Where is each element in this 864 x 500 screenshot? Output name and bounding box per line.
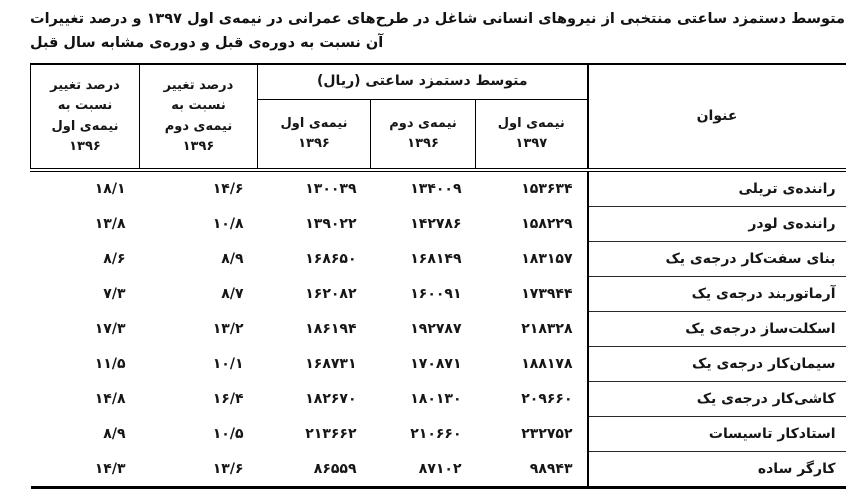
wage-h2-1396: ۱۳۴۰۰۹ bbox=[410, 181, 462, 198]
header-row-sub: نیمه‌ی اول ۱۳۹۷ نیمه‌ی دوم ۱۳۹۶ نیمه‌ی ا… bbox=[31, 99, 846, 172]
row-title: راننده‌ی لودر bbox=[586, 206, 846, 242]
table-row: اسکلت‌ساز درجه‌ی یک ۲۱۸۳۲۸ ۱۹۲۷۸۷ ۱۸۶۱۹۴… bbox=[31, 311, 846, 347]
header-row-group: عنوان متوسط دستمزد ساعتی (ریال) درصد تغی… bbox=[30, 63, 846, 172]
pct-vs-h2-1396: ۱۳/۶ bbox=[139, 451, 258, 489]
wage-h1-1396: ۱۶۸۶۵۰ bbox=[305, 251, 357, 267]
header-wage-group: متوسط دستمزد ساعتی (ریال) bbox=[256, 63, 588, 100]
pct-vs-h2-1396: ۱۳/۲ bbox=[212, 321, 244, 337]
table-body: راننده‌ی تریلی ۱۵۳۶۳۴ ۱۳۴۰۰۹ ۱۳۰۰۳۹ ۱۴/۶… bbox=[30, 170, 846, 489]
pct-vs-h2-1396: ۸/۹ bbox=[221, 251, 244, 267]
wage-h1-1397: ۱۵۸۲۲۹ bbox=[521, 216, 573, 232]
wage-h1-1397: ۹۸۹۴۳ bbox=[475, 451, 588, 489]
table-row: سیمان‌کار درجه‌ی یک ۱۸۸۱۷۸ ۱۷۰۸۷۱ ۱۶۸۷۳۱… bbox=[31, 346, 846, 382]
pct-vs-h1-1396: ۱۸/۱ bbox=[94, 181, 126, 198]
header-title-col: عنوان bbox=[586, 63, 846, 172]
header-h2-1396: نیمه‌ی دوم ۱۳۹۶ bbox=[370, 99, 477, 172]
table-row: کارگر ساده ۹۸۹۴۳ ۸۷۱۰۲ ۸۶۵۵۹ ۱۳/۶ ۱۴/۳ bbox=[30, 451, 846, 489]
wage-h1-1396: ۱۳۰۰۳۹ bbox=[305, 181, 357, 198]
pct-vs-h1-1396: ۱۴/۸ bbox=[94, 391, 126, 407]
pct-vs-h1-1396: ۸/۶ bbox=[103, 251, 126, 267]
wage-h2-1396: ۱۶۰۰۹۱ bbox=[410, 286, 462, 302]
pct-vs-h1-1396: ۱۴/۳ bbox=[30, 451, 140, 489]
row-title: آرماتوربند درجه‌ی یک bbox=[586, 276, 846, 312]
pct-vs-h1-1396: ۱۳/۸ bbox=[94, 216, 126, 232]
header-pct-vs-h2-1396: درصد تغییر نسبت به نیمه‌ی دوم ۱۳۹۶ bbox=[139, 63, 258, 172]
pct-vs-h1-1396: ۷/۳ bbox=[103, 286, 126, 302]
wage-h1-1397: ۱۸۳۱۵۷ bbox=[521, 251, 573, 267]
row-title: بنای سفت‌کار درجه‌ی یک bbox=[586, 241, 846, 277]
wage-h1-1397: ۲۱۸۳۲۸ bbox=[521, 321, 573, 337]
header-h1-1396: نیمه‌ی اول ۱۳۹۶ bbox=[256, 99, 372, 172]
wage-h1-1396: ۱۶۲۰۸۲ bbox=[305, 286, 357, 302]
pct-vs-h2-1396: ۸/۷ bbox=[221, 286, 244, 302]
wage-h2-1396: ۱۸۰۱۳۰ bbox=[410, 391, 462, 407]
table-row: آرماتوربند درجه‌ی یک ۱۷۳۹۴۴ ۱۶۰۰۹۱ ۱۶۲۰۸… bbox=[31, 276, 846, 312]
wages-table: عنوان متوسط دستمزد ساعتی (ریال) درصد تغی… bbox=[30, 63, 846, 489]
row-title: استادکار تاسیسات bbox=[586, 416, 846, 452]
row-title: کاشی‌کار درجه‌ی یک bbox=[586, 381, 846, 417]
header-pct-vs-h1-1396: درصد تغییر نسبت به نیمه‌ی اول ۱۳۹۶ bbox=[30, 63, 140, 172]
table-row: راننده‌ی تریلی ۱۵۳۶۳۴ ۱۳۴۰۰۹ ۱۳۰۰۳۹ ۱۴/۶… bbox=[31, 170, 846, 207]
row-title: راننده‌ی تریلی bbox=[586, 170, 846, 207]
wage-h1-1397: ۲۰۹۶۶۰ bbox=[521, 391, 573, 407]
document-title: متوسط دستمزد ساعتی منتخبی از نیروهای انس… bbox=[30, 11, 845, 51]
table-row: کاشی‌کار درجه‌ی یک ۲۰۹۶۶۰ ۱۸۰۱۳۰ ۱۸۲۶۷۰ … bbox=[31, 381, 846, 417]
wage-h2-1396: ۱۴۲۷۸۶ bbox=[410, 216, 462, 232]
wage-h2-1396: ۸۷۱۰۲ bbox=[370, 451, 476, 489]
table-row: استادکار تاسیسات ۲۳۲۷۵۲ ۲۱۰۶۶۰ ۲۱۳۶۶۲ ۱۰… bbox=[31, 416, 846, 452]
wage-h1-1396: ۱۸۶۱۹۴ bbox=[305, 321, 357, 337]
wage-h1-1396: ۱۶۸۷۳۱ bbox=[305, 356, 357, 372]
wage-h1-1396: ۱۳۹۰۲۲ bbox=[305, 216, 357, 232]
row-title: کارگر ساده bbox=[586, 451, 846, 489]
pct-vs-h1-1396: ۱۱/۵ bbox=[94, 356, 126, 372]
wage-h1-1397: ۱۸۸۱۷۸ bbox=[521, 356, 573, 372]
wage-h1-1396: ۲۱۳۶۶۲ bbox=[305, 426, 357, 442]
wage-h1-1396: ۸۶۵۵۹ bbox=[257, 451, 371, 489]
wage-h1-1397: ۱۵۳۶۳۴ bbox=[521, 181, 573, 198]
wage-h2-1396: ۲۱۰۶۶۰ bbox=[410, 426, 462, 442]
pct-vs-h2-1396: ۱۴/۶ bbox=[212, 181, 244, 198]
table-row: راننده‌ی لودر ۱۵۸۲۲۹ ۱۴۲۷۸۶ ۱۳۹۰۲۲ ۱۰/۸ … bbox=[31, 206, 846, 242]
table-row: بنای سفت‌کار درجه‌ی یک ۱۸۳۱۵۷ ۱۶۸۱۴۹ ۱۶۸… bbox=[31, 241, 846, 277]
header-h1-1397: نیمه‌ی اول ۱۳۹۷ bbox=[475, 99, 589, 172]
wage-h2-1396: ۱۷۰۸۷۱ bbox=[410, 356, 462, 372]
pct-vs-h1-1396: ۸/۹ bbox=[103, 426, 126, 442]
pct-vs-h2-1396: ۱۰/۱ bbox=[212, 356, 244, 372]
table-header: عنوان متوسط دستمزد ساعتی (ریال) درصد تغی… bbox=[30, 63, 846, 172]
pct-vs-h1-1396: ۱۷/۳ bbox=[94, 321, 126, 337]
wage-h2-1396: ۱۹۲۷۸۷ bbox=[410, 321, 462, 337]
wage-h1-1397: ۱۷۳۹۴۴ bbox=[521, 286, 573, 302]
row-title: سیمان‌کار درجه‌ی یک bbox=[586, 346, 846, 382]
wage-h1-1396: ۱۸۲۶۷۰ bbox=[305, 391, 357, 407]
pct-vs-h2-1396: ۱۰/۸ bbox=[212, 216, 244, 232]
wage-h2-1396: ۱۶۸۱۴۹ bbox=[410, 251, 462, 267]
pct-vs-h2-1396: ۱۰/۵ bbox=[212, 426, 244, 442]
wage-h1-1397: ۲۳۲۷۵۲ bbox=[521, 426, 573, 442]
pct-vs-h2-1396: ۱۶/۴ bbox=[212, 391, 244, 407]
row-title: اسکلت‌ساز درجه‌ی یک bbox=[586, 311, 846, 347]
